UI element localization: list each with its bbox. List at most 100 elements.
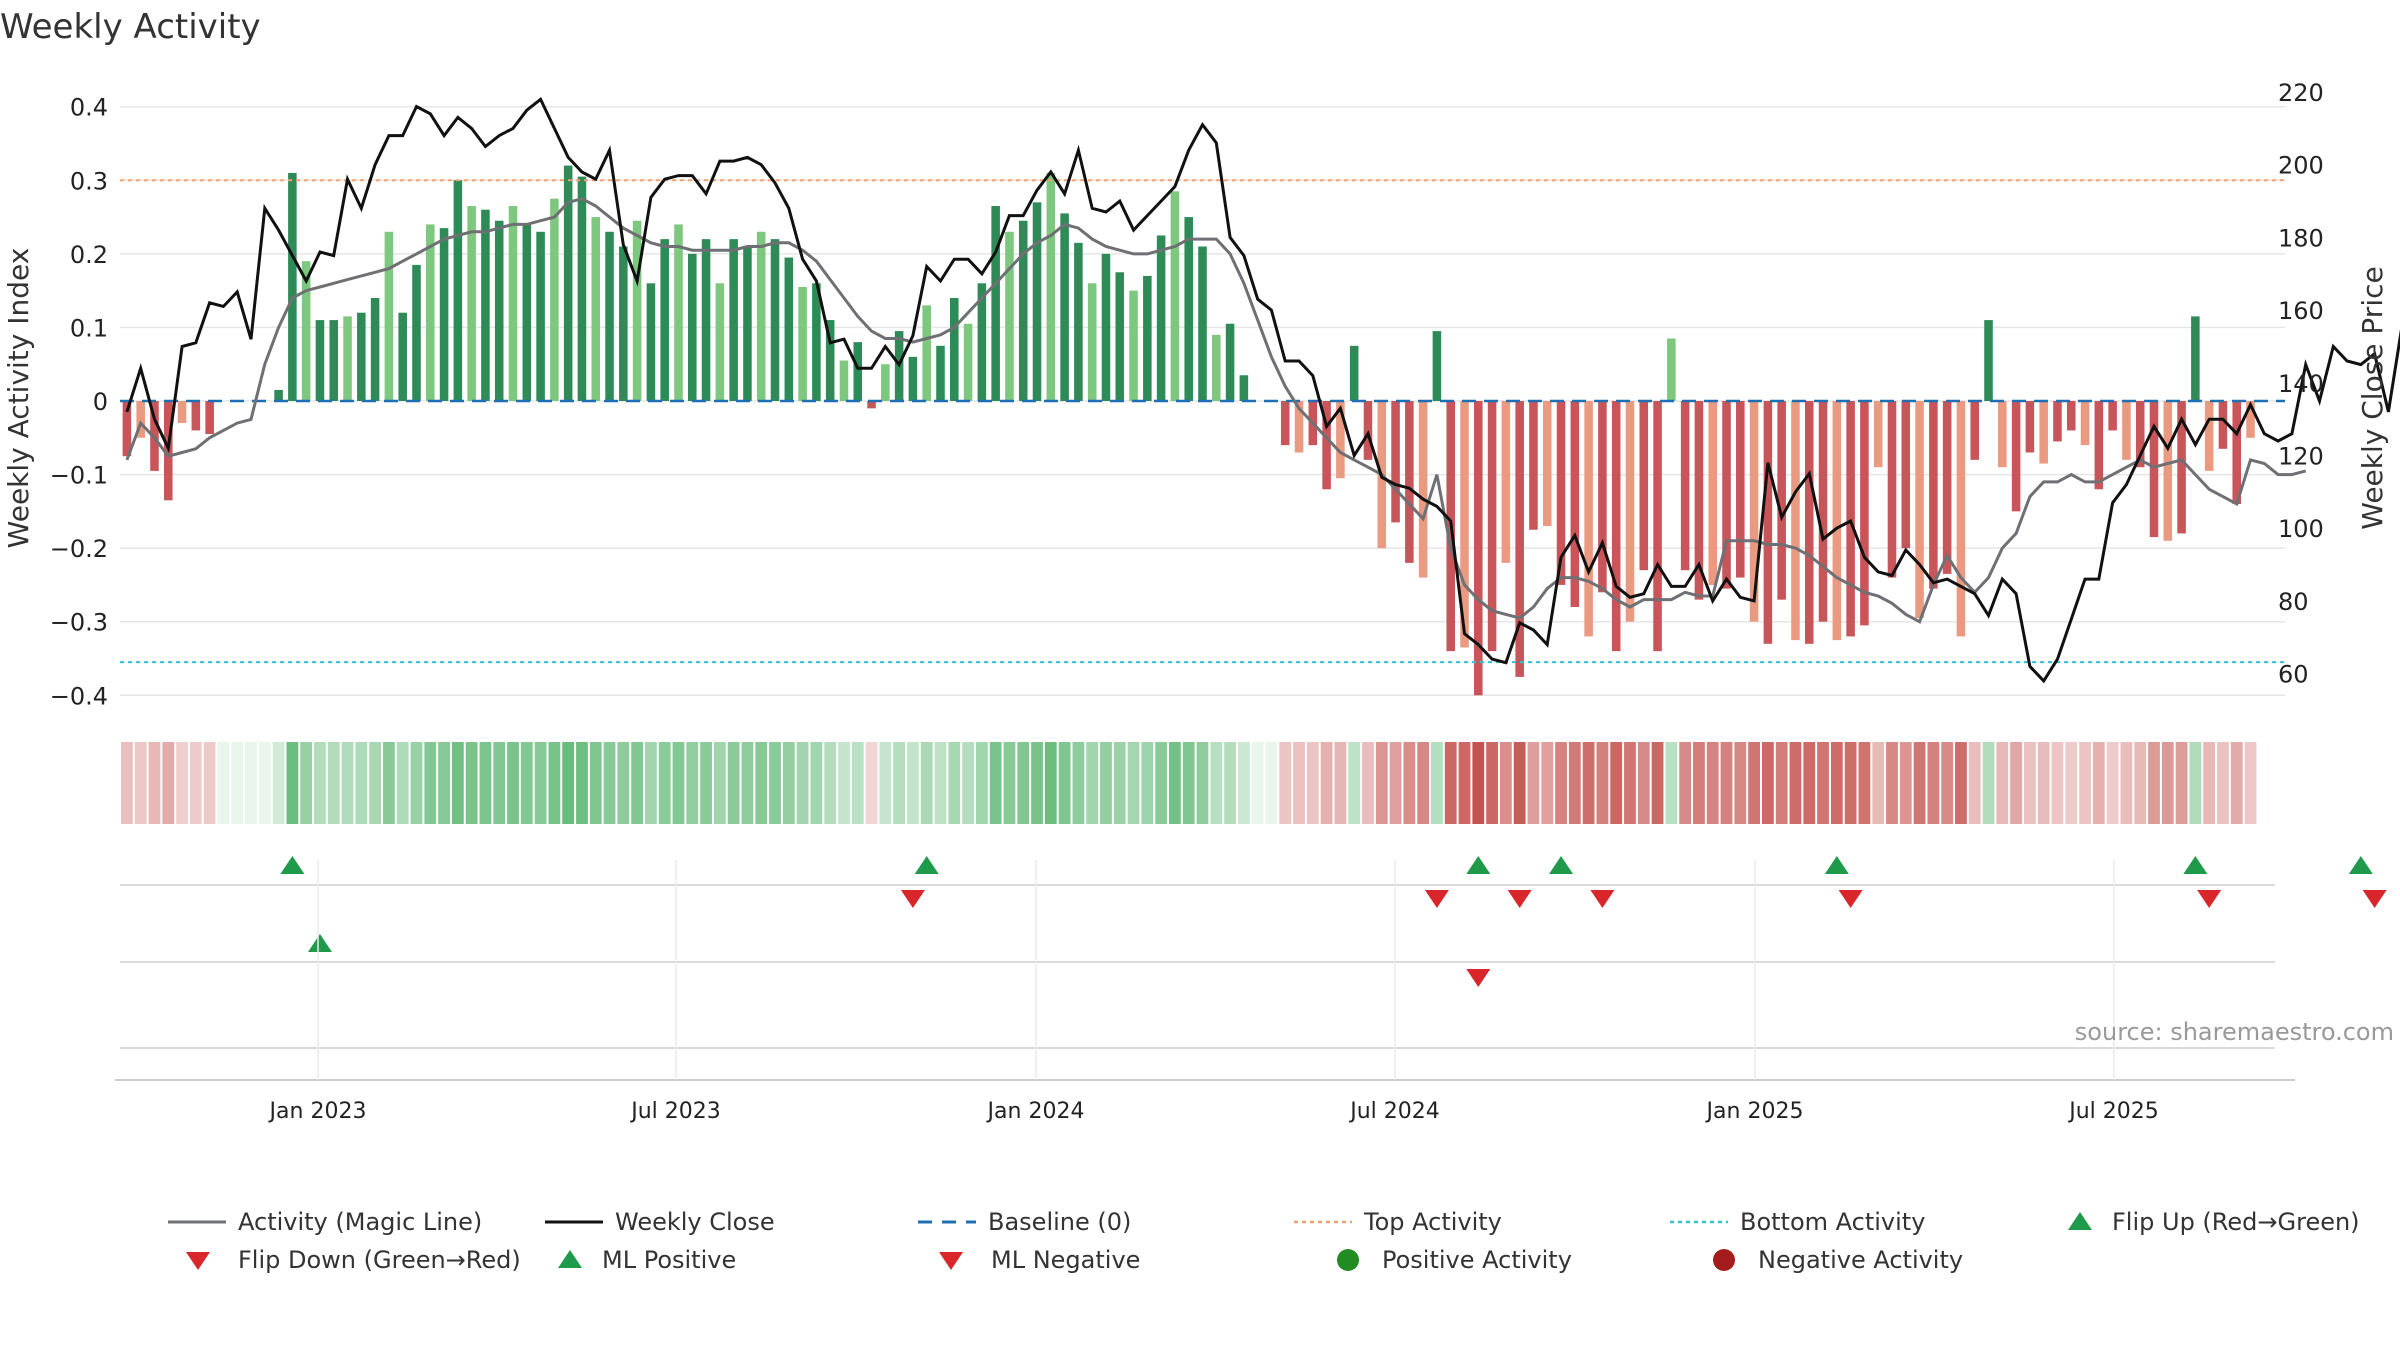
activity-bar — [674, 224, 683, 401]
heat-cell — [1403, 742, 1416, 824]
activity-bar — [1708, 401, 1717, 585]
activity-bar — [839, 360, 849, 401]
heat-cell — [838, 742, 850, 824]
activity-bar — [1405, 401, 1414, 563]
heat-cell — [824, 742, 837, 824]
activity-bar — [1474, 401, 1483, 696]
heat-cell — [1665, 742, 1678, 824]
heat-cell — [1362, 742, 1374, 824]
heat-cell — [410, 742, 423, 824]
heat-cell — [1293, 742, 1305, 824]
heat-cell — [1720, 742, 1733, 824]
heat-cell — [1761, 742, 1774, 824]
activity-bar — [688, 253, 697, 401]
heat-cell — [1017, 742, 1030, 824]
activity-bar — [550, 198, 559, 401]
heat-cell — [2106, 742, 2119, 824]
activity-bar — [1391, 401, 1400, 523]
heat-cell — [713, 742, 726, 824]
legend-item-bottom: Bottom Activity — [1670, 1208, 1925, 1236]
activity-bar — [881, 364, 890, 401]
activity-bar — [784, 257, 794, 401]
weekly-close-line — [125, 96, 2400, 684]
activity-bar — [1225, 323, 1235, 401]
heat-cell — [1251, 742, 1264, 824]
heat-cell — [989, 742, 1002, 824]
activity-bar — [2053, 401, 2062, 442]
heat-cell — [1431, 742, 1443, 824]
heat-cell — [2092, 742, 2105, 824]
activity-bar — [963, 323, 973, 401]
activity-bar — [2122, 401, 2131, 460]
heat-cell — [1527, 742, 1540, 824]
reference-lines — [120, 179, 2285, 664]
heat-cell — [2010, 742, 2022, 824]
heat-cell — [1610, 742, 1623, 824]
activity-bar — [1832, 401, 1842, 641]
heat-cell — [479, 742, 492, 824]
activity-bar — [1804, 401, 1814, 644]
heat-cell — [438, 742, 450, 824]
activity-bar — [1487, 401, 1497, 652]
heat-cell — [1513, 742, 1526, 824]
y-left-tick-label: 0.4 — [70, 94, 108, 122]
legend-label: Negative Activity — [1758, 1246, 1963, 1274]
y-axis-left: 0.4 0.3 0.2 0.1 0 −0.1 −0.2 −0.3 −0.4 — [50, 94, 108, 711]
y-right-tick-label: 160 — [2278, 297, 2324, 325]
heat-cell — [1265, 742, 1278, 824]
activity-bar — [1046, 172, 1056, 401]
series-lines — [125, 96, 2400, 684]
heat-cell — [451, 742, 464, 824]
heat-cell — [162, 742, 175, 824]
heat-cell — [2134, 742, 2147, 824]
heat-cell — [1058, 742, 1071, 824]
heat-cell — [1596, 742, 1609, 824]
activity-bar — [494, 220, 504, 401]
heat-cell — [1996, 742, 2009, 824]
activity-bar — [1749, 401, 1759, 622]
heat-cell — [2244, 742, 2257, 824]
x-tick-label: Jul 2025 — [2067, 1099, 2159, 1124]
activity-bar — [591, 217, 601, 401]
activity-bar — [1998, 401, 2007, 468]
activity-bar — [301, 261, 311, 401]
heat-cell — [2051, 742, 2064, 824]
y-left-tick-label: −0.2 — [50, 535, 108, 563]
heat-cell — [1624, 742, 1636, 824]
legend-label: Top Activity — [1363, 1208, 1502, 1236]
activity-bar — [950, 298, 959, 401]
heat-cell — [1169, 742, 1181, 824]
heat-cell — [1499, 742, 1512, 824]
activity-bar — [577, 176, 587, 401]
heat-cell — [782, 742, 795, 824]
activity-bar — [2039, 401, 2048, 464]
heat-cell — [1982, 742, 1995, 824]
heat-cell — [879, 742, 892, 824]
heat-cell — [907, 742, 919, 824]
heat-cell — [1224, 742, 1236, 824]
y-left-tick-label: −0.4 — [50, 682, 108, 710]
legend-label: Flip Down (Green→Red) — [238, 1246, 521, 1274]
heat-cell — [741, 742, 754, 824]
activity-bar — [370, 298, 380, 401]
heat-cell — [796, 742, 809, 824]
activity-bar — [936, 345, 945, 401]
heat-cell — [1113, 742, 1126, 824]
activity-bar — [1005, 231, 1014, 401]
heat-cell — [1568, 742, 1581, 824]
activity-bar — [1129, 290, 1138, 401]
heat-cell — [617, 742, 630, 824]
heat-cell — [2023, 742, 2036, 824]
heat-cell — [893, 742, 906, 824]
heat-cell — [755, 742, 768, 824]
heat-cell — [920, 742, 933, 824]
heat-cell — [1968, 742, 1981, 824]
activity-bar — [1653, 401, 1662, 652]
heat-cell — [1789, 742, 1802, 824]
heat-cell — [1913, 742, 1926, 824]
heat-cell — [1279, 742, 1292, 824]
heat-cell — [851, 742, 864, 824]
legend-circle-icon — [1337, 1249, 1359, 1271]
heat-cell — [1899, 742, 1912, 824]
activity-bar — [205, 401, 214, 435]
